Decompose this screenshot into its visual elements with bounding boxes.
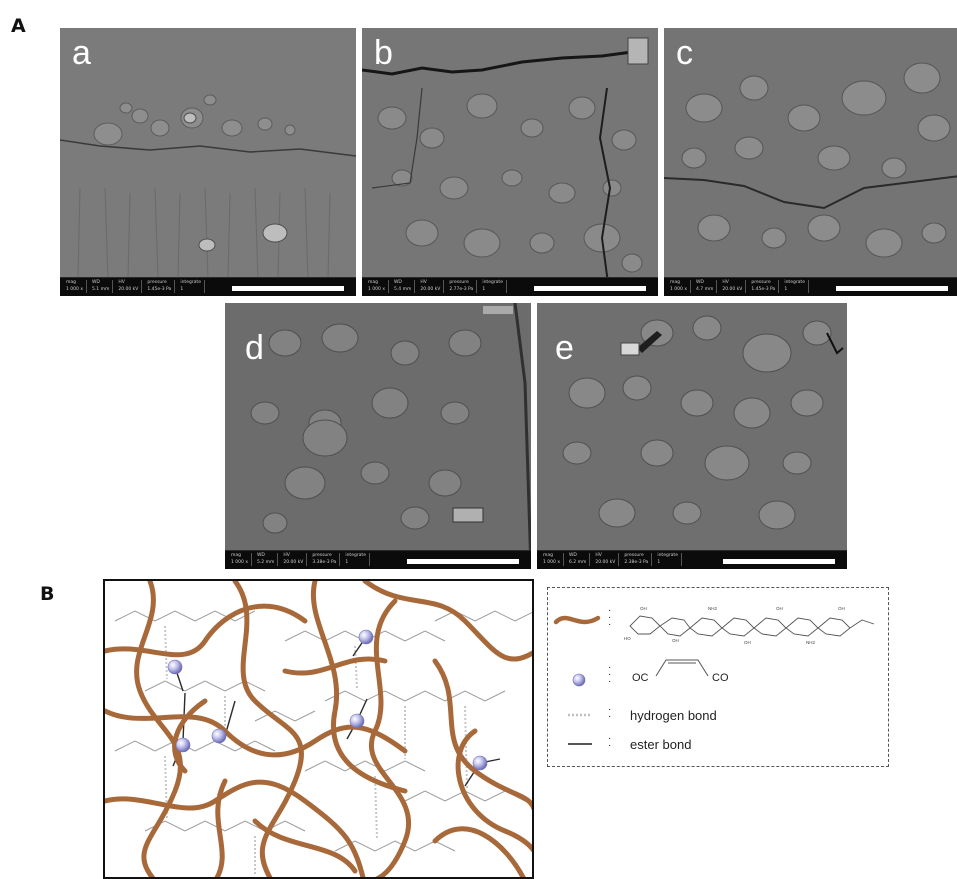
sem-panel-d: d mag 1 000 x WD 5.2 mm HV 20.00 kV pressure 3.…: [225, 303, 531, 569]
scale-bar: [836, 286, 948, 291]
svg-text:NH2: NH2: [708, 606, 717, 611]
crosslinker-left-label: OC: [632, 672, 649, 684]
maleate-structure: [655, 659, 709, 677]
sem-panel-b: b mag 1 000 x WD 5.4 mm HV 20.00 kV pressure 2.…: [362, 28, 658, 296]
legend-separator: · · ·: [608, 605, 612, 630]
sem-info-bar: mag 1 000 x WD 5.4 mm HV 20.00 kV pressure 2.77…: [362, 277, 658, 296]
panel-letter: d: [245, 329, 264, 367]
scale-bar: [534, 286, 646, 291]
crosslinker-symbol: [572, 673, 586, 687]
polymer-strands: [105, 581, 532, 877]
sem-panel-c: c mag 1 000 x WD 4.7 mm HV 20.00 kV pressure 1.…: [664, 28, 957, 296]
svg-text:OH: OH: [744, 640, 751, 645]
polymer-network-diagram: [103, 579, 534, 879]
sem-panel-a: a mag 1 000 x WD 5.1 mm HV 20.00 kV pressure 1.…: [60, 28, 356, 296]
panel-letter: a: [72, 34, 91, 72]
panel-letter: c: [676, 34, 693, 72]
sem-info-bar: mag 1 000 x WD 5.1 mm HV 20.00 kV pressure 1.45…: [60, 277, 356, 296]
network-svg: [105, 581, 532, 877]
svg-text:OH: OH: [776, 606, 783, 611]
section-label-a: A: [11, 15, 26, 37]
sem-info-bar: mag 1 000 x WD 5.2 mm HV 20.00 kV pressure 3.38…: [225, 550, 531, 569]
scale-bar: [723, 559, 835, 564]
polymer-strand-symbol: [553, 615, 601, 625]
scale-bar: [407, 559, 519, 564]
ester-bond-label: ester bond: [630, 737, 692, 752]
panel-letter: b: [374, 34, 393, 72]
legend-separator: · · ·: [608, 662, 612, 687]
polysaccharide-structure: [629, 615, 875, 637]
legend: OH OH NH2 OH OH NH2 OH HO · · · · · · · · · · OC CO…: [547, 587, 889, 767]
svg-text:NH2: NH2: [806, 640, 815, 645]
legend-separator: · ·: [608, 733, 612, 751]
sem-info-bar: mag 1 000 x WD 6.2 mm HV 20.00 kV pressure 2.38…: [537, 550, 847, 569]
section-label-b: B: [40, 583, 55, 605]
hydrogen-bonds: [164, 625, 468, 876]
svg-text:OH: OH: [640, 606, 647, 611]
crosslinker-spheres: [167, 629, 488, 771]
sem-info-bar: mag 1 000 x WD 4.7 mm HV 20.00 kV pressure 1.45…: [664, 277, 957, 296]
svg-text:OH: OH: [672, 638, 679, 643]
svg-text:HO: HO: [624, 636, 631, 641]
crosslinker-right-label: CO: [712, 672, 729, 684]
legend-separator: · ·: [608, 704, 612, 722]
hydrogen-bond-label: hydrogen bond: [630, 708, 717, 723]
svg-text:OH: OH: [838, 606, 845, 611]
legend-svg: OH OH NH2 OH OH NH2 OH HO: [553, 606, 875, 745]
sem-panel-e: e mag 1 000 x WD 6.2 mm HV 20.00 kV pressure 2.…: [537, 303, 847, 569]
panel-letter: e: [555, 329, 574, 367]
scale-bar: [232, 286, 344, 291]
